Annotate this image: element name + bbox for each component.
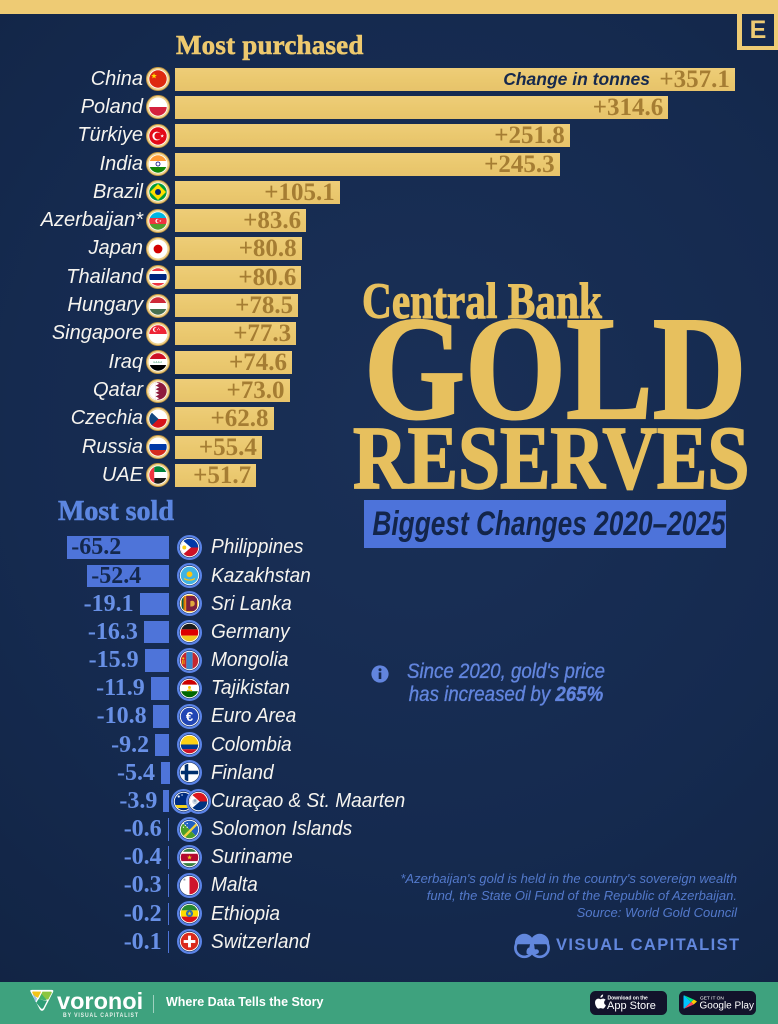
svg-text:App Store: App Store: [607, 1000, 656, 1012]
svg-text:Google Play: Google Play: [700, 1001, 754, 1012]
svg-text:GET IT ON: GET IT ON: [700, 996, 724, 1002]
svg-text:Download on the: Download on the: [608, 996, 648, 1002]
svg-text:€: €: [186, 709, 194, 724]
